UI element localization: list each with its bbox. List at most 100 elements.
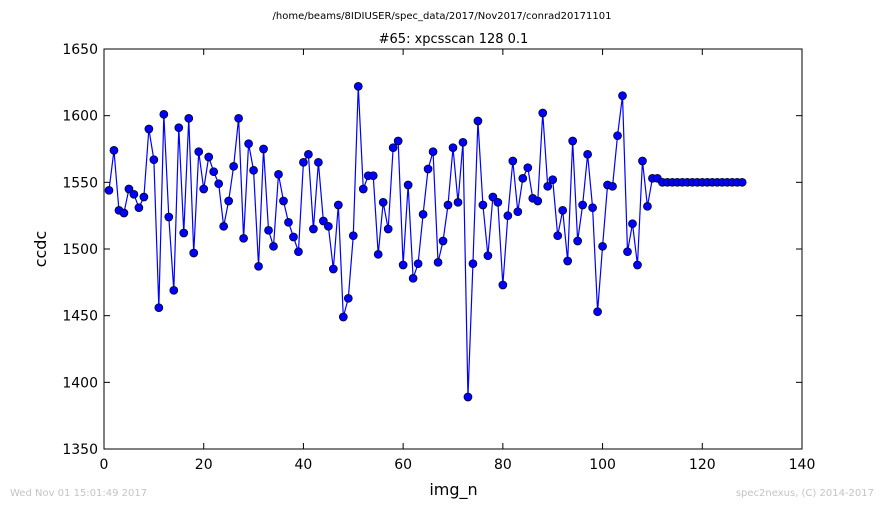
data-point <box>633 260 642 270</box>
data-point <box>338 312 348 322</box>
data-point <box>284 217 293 227</box>
y-tick-label: 1550 <box>62 175 98 191</box>
x-tick-label: 100 <box>589 457 616 473</box>
data-point <box>214 179 224 189</box>
data-point <box>259 144 268 154</box>
data-point <box>483 251 493 261</box>
data-point <box>199 184 209 194</box>
y-axis-label: ccdc <box>31 231 50 268</box>
data-point <box>623 247 632 257</box>
data-point <box>378 197 388 207</box>
data-point <box>194 147 204 157</box>
data-point <box>383 224 393 234</box>
data-point <box>473 116 483 126</box>
x-tick-label: 40 <box>295 457 313 473</box>
x-tick-label: 0 <box>100 457 109 473</box>
data-point <box>533 196 543 206</box>
data-point <box>328 264 338 274</box>
data-point <box>184 113 194 123</box>
data-point <box>563 256 573 266</box>
data-point <box>289 232 298 242</box>
plot-frame <box>103 48 803 450</box>
data-point <box>169 285 179 295</box>
data-point <box>478 200 488 210</box>
data-point <box>388 143 398 153</box>
data-point <box>418 209 428 219</box>
data-point <box>139 192 149 202</box>
data-point <box>393 136 403 146</box>
data-point <box>583 149 592 159</box>
data-point <box>179 228 189 238</box>
data-point <box>324 221 333 231</box>
data-point <box>643 201 652 211</box>
data-point <box>608 181 617 191</box>
data-point <box>279 196 288 206</box>
data-point <box>543 181 553 191</box>
data-point <box>448 143 458 153</box>
chart-suptitle: /home/beams/8IDIUSER/spec_data/2017/Nov2… <box>273 11 612 22</box>
y-tick-label: 1600 <box>62 109 98 125</box>
data-point <box>433 257 443 267</box>
data-point <box>353 81 363 91</box>
data-point <box>348 231 358 241</box>
data-point <box>593 307 602 317</box>
x-tick-label: 120 <box>689 457 716 473</box>
data-point <box>299 157 308 167</box>
data-point <box>453 197 463 207</box>
data-point <box>598 241 607 251</box>
data-point <box>423 164 433 174</box>
data-point <box>174 123 184 133</box>
data-point <box>368 171 378 181</box>
data-point <box>343 293 353 303</box>
data-point <box>164 212 174 222</box>
data-point <box>613 131 622 141</box>
data-point <box>304 149 313 159</box>
data-point <box>428 147 438 157</box>
data-point <box>124 184 134 194</box>
data-point <box>314 157 323 167</box>
data-point <box>239 233 248 243</box>
data-point <box>538 108 548 118</box>
y-tick-label: 1350 <box>62 442 98 458</box>
data-point <box>264 225 273 235</box>
x-axis-label: img_n <box>429 480 477 500</box>
data-point <box>638 156 647 166</box>
x-tick-label: 80 <box>494 457 512 473</box>
data-point <box>219 221 229 231</box>
data-point <box>488 192 498 202</box>
data-point <box>463 392 473 402</box>
data-point <box>209 167 219 177</box>
data-point <box>568 136 578 146</box>
data-point <box>204 152 214 162</box>
data-point <box>373 249 383 259</box>
y-tick-label: 1650 <box>62 42 98 58</box>
data-point <box>269 241 278 251</box>
data-point <box>309 224 318 234</box>
data-point <box>413 259 423 269</box>
data-point <box>408 273 418 283</box>
data-point <box>553 231 563 241</box>
data-point <box>618 91 627 101</box>
data-point <box>249 165 258 175</box>
data-point <box>134 203 144 213</box>
data-point <box>588 203 597 213</box>
data-point <box>159 109 169 119</box>
data-point <box>628 219 637 229</box>
data-point <box>144 124 154 134</box>
x-tick-label: 60 <box>394 457 412 473</box>
data-point <box>109 145 119 155</box>
data-point <box>333 200 343 210</box>
data-point <box>403 180 413 190</box>
data-point <box>294 247 303 257</box>
data-point <box>319 216 328 226</box>
data-point <box>189 248 199 258</box>
data-point <box>443 200 453 210</box>
x-tick-label: 20 <box>195 457 213 473</box>
data-point <box>737 177 747 187</box>
data-point <box>254 261 263 271</box>
data-point <box>149 155 159 165</box>
series-layer <box>104 81 747 402</box>
data-point <box>523 163 533 173</box>
